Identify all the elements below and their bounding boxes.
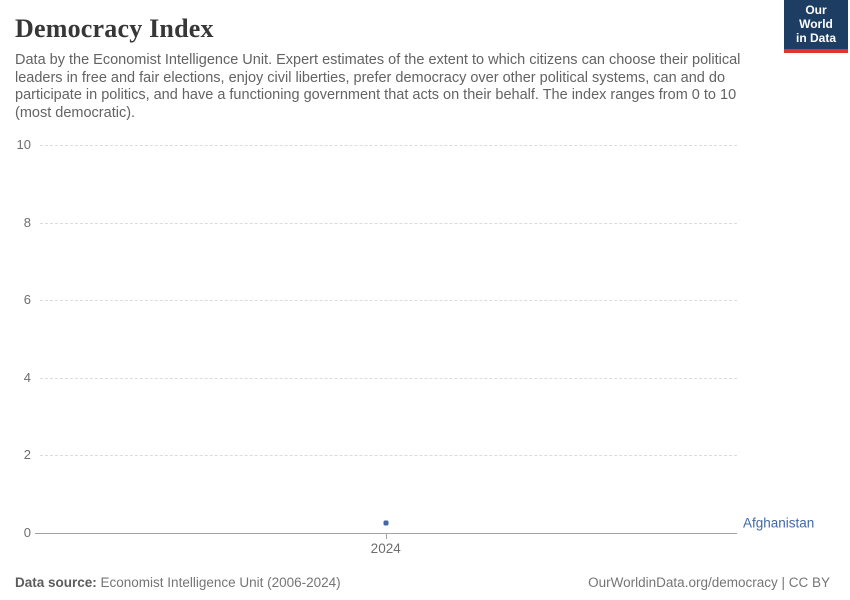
gridline-y-10 (40, 145, 737, 146)
data-point-afghanistan[interactable] (383, 520, 389, 526)
gridline-y-4 (40, 377, 737, 379)
chart-footer: Data source: Economist Intelligence Unit… (15, 575, 830, 590)
logo-line2: in Data (795, 30, 836, 45)
chart-header: Democracy Index Data by the Economist In… (15, 14, 835, 123)
owid-logo[interactable]: Our World in Data (784, 0, 848, 54)
y-tick-label-2: 2 (23, 447, 31, 463)
x-tick-mark (385, 533, 387, 539)
y-tick-label-8: 8 (23, 214, 31, 230)
logo-line1: Our World (799, 3, 833, 31)
page-title: Democracy Index (15, 14, 214, 43)
data-source-text: Economist Intelligence Unit (2006-2024) (96, 575, 341, 590)
gridline-y-2 (40, 455, 737, 457)
y-tick-label-6: 6 (23, 292, 31, 308)
y-tick-label-10: 10 (16, 137, 31, 153)
data-source: Data source: Economist Intelligence Unit… (15, 575, 341, 590)
gridline-y-8 (40, 222, 737, 224)
y-tick-label-0: 0 (23, 525, 31, 541)
entity-label-afghanistan[interactable]: Afghanistan (743, 515, 815, 531)
credit-link[interactable]: OurWorldinData.org/democracy | CC BY (588, 575, 830, 590)
plot-area: 0 2 4 6 8 10 2024 Afghanistan (17, 137, 815, 556)
x-tick-label: 2024 (370, 541, 401, 556)
chart-subtitle: Data by the Economist Intelligence Unit.… (15, 52, 741, 122)
data-source-label: Data source: (15, 575, 97, 590)
y-tick-label-4: 4 (23, 369, 31, 385)
gridline-y-6 (40, 300, 737, 302)
